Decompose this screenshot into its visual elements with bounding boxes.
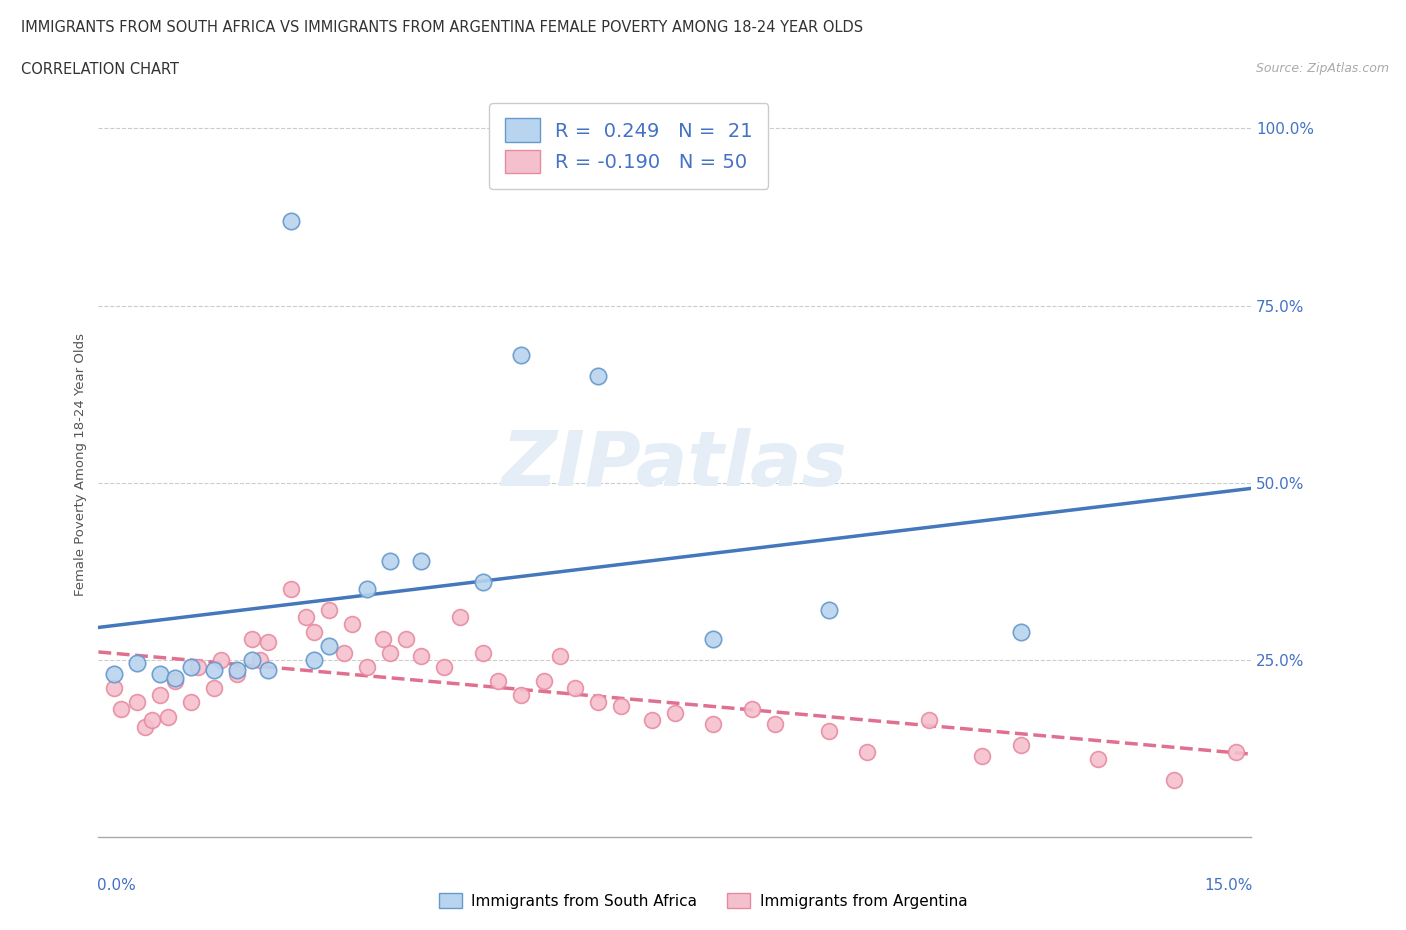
- Point: [280, 581, 302, 596]
- Point: [817, 724, 839, 738]
- Point: [295, 610, 318, 625]
- Point: [340, 617, 363, 631]
- Point: [471, 575, 494, 590]
- Point: [371, 631, 394, 646]
- Point: [125, 695, 148, 710]
- Point: [510, 348, 533, 363]
- Point: [395, 631, 418, 646]
- Point: [433, 659, 456, 674]
- Point: [380, 645, 402, 660]
- Text: 0.0%: 0.0%: [97, 878, 136, 893]
- Point: [510, 688, 533, 703]
- Text: ZIPatlas: ZIPatlas: [502, 428, 848, 502]
- Point: [817, 603, 839, 618]
- Point: [1225, 745, 1247, 760]
- Point: [302, 624, 325, 639]
- Point: [741, 702, 763, 717]
- Point: [586, 369, 609, 384]
- Point: [1087, 751, 1109, 766]
- Point: [302, 653, 325, 668]
- Point: [1163, 773, 1185, 788]
- Point: [1010, 737, 1032, 752]
- Point: [202, 681, 225, 696]
- Point: [548, 649, 571, 664]
- Point: [165, 671, 187, 685]
- Point: [225, 667, 247, 682]
- Point: [318, 603, 340, 618]
- Point: [610, 698, 633, 713]
- Point: [180, 659, 202, 674]
- Point: [149, 688, 172, 703]
- Point: [333, 645, 356, 660]
- Point: [664, 706, 686, 721]
- Point: [380, 553, 402, 568]
- Point: [240, 631, 263, 646]
- Point: [225, 663, 247, 678]
- Point: [103, 667, 125, 682]
- Point: [471, 645, 494, 660]
- Point: [564, 681, 586, 696]
- Point: [533, 673, 555, 688]
- Point: [449, 610, 471, 625]
- Point: [702, 716, 724, 731]
- Point: [209, 653, 232, 668]
- Text: Source: ZipAtlas.com: Source: ZipAtlas.com: [1256, 62, 1389, 75]
- Point: [125, 656, 148, 671]
- Point: [586, 695, 609, 710]
- Point: [318, 638, 340, 653]
- Point: [156, 709, 179, 724]
- Text: 15.0%: 15.0%: [1204, 878, 1253, 893]
- Point: [165, 673, 187, 688]
- Point: [763, 716, 786, 731]
- Point: [103, 681, 125, 696]
- Point: [202, 663, 225, 678]
- Point: [356, 581, 378, 596]
- Y-axis label: Female Poverty Among 18-24 Year Olds: Female Poverty Among 18-24 Year Olds: [75, 334, 87, 596]
- Point: [486, 673, 509, 688]
- Point: [356, 659, 378, 674]
- Point: [411, 649, 433, 664]
- Point: [134, 720, 156, 735]
- Point: [411, 553, 433, 568]
- Legend: Immigrants from South Africa, Immigrants from Argentina: Immigrants from South Africa, Immigrants…: [433, 886, 973, 915]
- Point: [972, 748, 994, 763]
- Point: [641, 712, 664, 727]
- Point: [180, 695, 202, 710]
- Point: [141, 712, 163, 727]
- Text: CORRELATION CHART: CORRELATION CHART: [21, 62, 179, 77]
- Point: [917, 712, 939, 727]
- Point: [1010, 624, 1032, 639]
- Point: [256, 634, 278, 649]
- Point: [256, 663, 278, 678]
- Point: [856, 745, 879, 760]
- Point: [187, 659, 209, 674]
- Point: [240, 653, 263, 668]
- Point: [249, 653, 271, 668]
- Point: [149, 667, 172, 682]
- Text: IMMIGRANTS FROM SOUTH AFRICA VS IMMIGRANTS FROM ARGENTINA FEMALE POVERTY AMONG 1: IMMIGRANTS FROM SOUTH AFRICA VS IMMIGRAN…: [21, 20, 863, 35]
- Legend: R =  0.249   N =  21, R = -0.190   N = 50: R = 0.249 N = 21, R = -0.190 N = 50: [489, 102, 769, 189]
- Point: [110, 702, 132, 717]
- Point: [702, 631, 724, 646]
- Point: [280, 213, 302, 228]
